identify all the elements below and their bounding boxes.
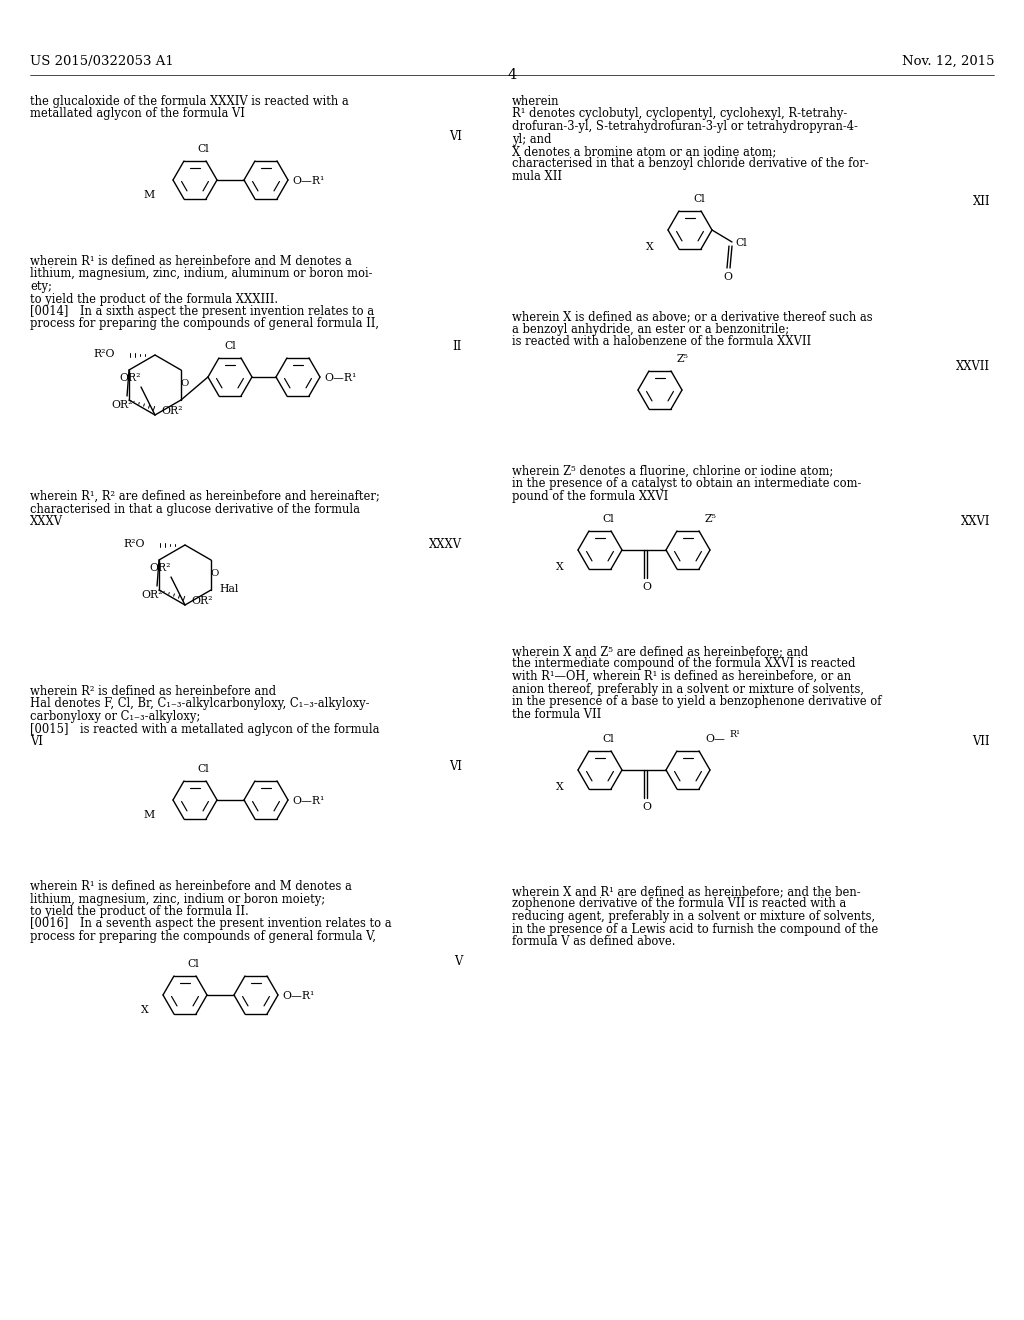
Text: XII: XII [973,195,990,209]
Text: Cl: Cl [224,341,236,351]
Text: R²O: R²O [93,348,115,359]
Text: X denotes a bromine atom or an iodine atom;: X denotes a bromine atom or an iodine at… [512,145,776,158]
Text: wherein R¹ is defined as hereinbefore and M denotes a: wherein R¹ is defined as hereinbefore an… [30,880,352,894]
Text: O—: O— [705,734,725,744]
Text: X: X [556,562,564,572]
Text: OR²: OR² [111,400,132,411]
Text: O: O [642,803,651,812]
Text: yl; and: yl; and [512,132,552,145]
Text: to yield the product of the formula II.: to yield the product of the formula II. [30,906,249,917]
Text: reducing agent, preferably in a solvent or mixture of solvents,: reducing agent, preferably in a solvent … [512,909,876,923]
Text: a benzoyl anhydride, an ester or a benzonitrile;: a benzoyl anhydride, an ester or a benzo… [512,322,790,335]
Text: lithium, magnesium, zinc, indium or boron moiety;: lithium, magnesium, zinc, indium or boro… [30,892,326,906]
Text: Hal: Hal [219,583,239,594]
Text: Cl: Cl [187,960,199,969]
Text: to yield the product of the formula XXXIII.: to yield the product of the formula XXXI… [30,293,279,305]
Text: in the presence of a Lewis acid to furnish the compound of the: in the presence of a Lewis acid to furni… [512,923,879,936]
Text: R²O: R²O [123,539,144,549]
Text: wherein X and R¹ are defined as hereinbefore; and the ben-: wherein X and R¹ are defined as hereinbe… [512,884,860,898]
Text: OR²: OR² [141,590,163,601]
Text: X: X [646,242,653,252]
Text: O: O [723,272,732,282]
Text: VI: VI [450,129,462,143]
Text: zophenone derivative of the formula VII is reacted with a: zophenone derivative of the formula VII … [512,898,846,911]
Text: characterised in that a benzoyl chloride derivative of the for-: characterised in that a benzoyl chloride… [512,157,868,170]
Text: O—R¹: O—R¹ [292,796,325,807]
Text: Cl: Cl [197,144,209,154]
Text: Cl: Cl [602,734,613,744]
Text: M: M [143,810,155,820]
Text: O: O [642,582,651,591]
Text: in the presence of a base to yield a benzophenone derivative of: in the presence of a base to yield a ben… [512,696,882,708]
Text: Cl: Cl [693,194,705,205]
Text: OR²: OR² [119,374,140,383]
Text: wherein X and Z⁵ are defined as hereinbefore; and: wherein X and Z⁵ are defined as hereinbe… [512,645,808,657]
Text: [0014] In a sixth aspect the present invention relates to a: [0014] In a sixth aspect the present inv… [30,305,374,318]
Text: VII: VII [973,735,990,748]
Text: Z⁵: Z⁵ [705,513,717,524]
Text: O: O [181,379,189,388]
Text: the intermediate compound of the formula XXVI is reacted: the intermediate compound of the formula… [512,657,855,671]
Text: in the presence of a catalyst to obtain an intermediate com-: in the presence of a catalyst to obtain … [512,478,861,491]
Text: wherein Z⁵ denotes a fluorine, chlorine or iodine atom;: wherein Z⁵ denotes a fluorine, chlorine … [512,465,834,478]
Text: 4: 4 [507,69,517,82]
Text: the formula VII: the formula VII [512,708,601,721]
Text: process for preparing the compounds of general formula V,: process for preparing the compounds of g… [30,931,376,942]
Text: O—R¹: O—R¹ [324,374,356,383]
Text: the glucaloxide of the formula XXXIV is reacted with a: the glucaloxide of the formula XXXIV is … [30,95,349,108]
Text: V: V [454,954,462,968]
Text: ety;: ety; [30,280,52,293]
Text: XXVI: XXVI [961,515,990,528]
Text: X: X [141,1005,148,1015]
Text: metallated aglycon of the formula VI: metallated aglycon of the formula VI [30,107,245,120]
Text: O—R¹: O—R¹ [282,991,314,1001]
Text: XXXV: XXXV [429,539,462,550]
Text: with R¹—OH, wherein R¹ is defined as hereinbefore, or an: with R¹—OH, wherein R¹ is defined as her… [512,671,851,682]
Text: II: II [453,341,462,352]
Text: [0015] is reacted with a metallated aglycon of the formula: [0015] is reacted with a metallated agly… [30,722,380,735]
Text: lithium, magnesium, zinc, indium, aluminum or boron moi-: lithium, magnesium, zinc, indium, alumin… [30,268,373,281]
Text: X: X [556,781,564,792]
Text: Z⁵: Z⁵ [677,354,689,364]
Text: O: O [211,569,219,578]
Text: VI: VI [450,760,462,774]
Text: pound of the formula XXVI: pound of the formula XXVI [512,490,669,503]
Text: M: M [143,190,155,201]
Text: drofuran-3-yl, S-tetrahydrofuran-3-yl or tetrahydropyran-4-: drofuran-3-yl, S-tetrahydrofuran-3-yl or… [512,120,858,133]
Text: wherein R¹ is defined as hereinbefore and M denotes a: wherein R¹ is defined as hereinbefore an… [30,255,352,268]
Text: XXVII: XXVII [956,360,990,374]
Text: is reacted with a halobenzene of the formula XXVII: is reacted with a halobenzene of the for… [512,335,811,348]
Text: R¹: R¹ [730,730,741,739]
Text: characterised in that a glucose derivative of the formula: characterised in that a glucose derivati… [30,503,360,516]
Text: O—R¹: O—R¹ [292,176,325,186]
Text: mula XII: mula XII [512,170,562,183]
Text: carbonyloxy or C₁₋₃-alkyloxy;: carbonyloxy or C₁₋₃-alkyloxy; [30,710,201,723]
Text: OR²: OR² [161,407,182,416]
Text: VI: VI [30,735,43,748]
Text: R¹ denotes cyclobutyl, cyclopentyl, cyclohexyl, R-tetrahy-: R¹ denotes cyclobutyl, cyclopentyl, cycl… [512,107,847,120]
Text: XXXV: XXXV [30,515,63,528]
Text: Nov. 12, 2015: Nov. 12, 2015 [901,55,994,69]
Text: wherein R¹, R² are defined as hereinbefore and hereinafter;: wherein R¹, R² are defined as hereinbefo… [30,490,380,503]
Text: Cl: Cl [735,238,746,248]
Text: Cl: Cl [602,513,613,524]
Text: wherein X is defined as above; or a derivative thereof such as: wherein X is defined as above; or a deri… [512,310,872,323]
Text: Cl: Cl [197,764,209,774]
Text: OR²: OR² [150,564,171,573]
Text: anion thereof, preferably in a solvent or mixture of solvents,: anion thereof, preferably in a solvent o… [512,682,864,696]
Text: wherein: wherein [512,95,559,108]
Text: wherein R² is defined as hereinbefore and: wherein R² is defined as hereinbefore an… [30,685,276,698]
Text: OR²: OR² [191,597,213,606]
Text: Hal denotes F, Cl, Br, C₁₋₃-alkylcarbonyloxy, C₁₋₃-alkyloxy-: Hal denotes F, Cl, Br, C₁₋₃-alkylcarbony… [30,697,370,710]
Text: [0016] In a seventh aspect the present invention relates to a: [0016] In a seventh aspect the present i… [30,917,391,931]
Text: US 2015/0322053 A1: US 2015/0322053 A1 [30,55,174,69]
Text: formula V as defined above.: formula V as defined above. [512,935,676,948]
Text: process for preparing the compounds of general formula II,: process for preparing the compounds of g… [30,318,379,330]
